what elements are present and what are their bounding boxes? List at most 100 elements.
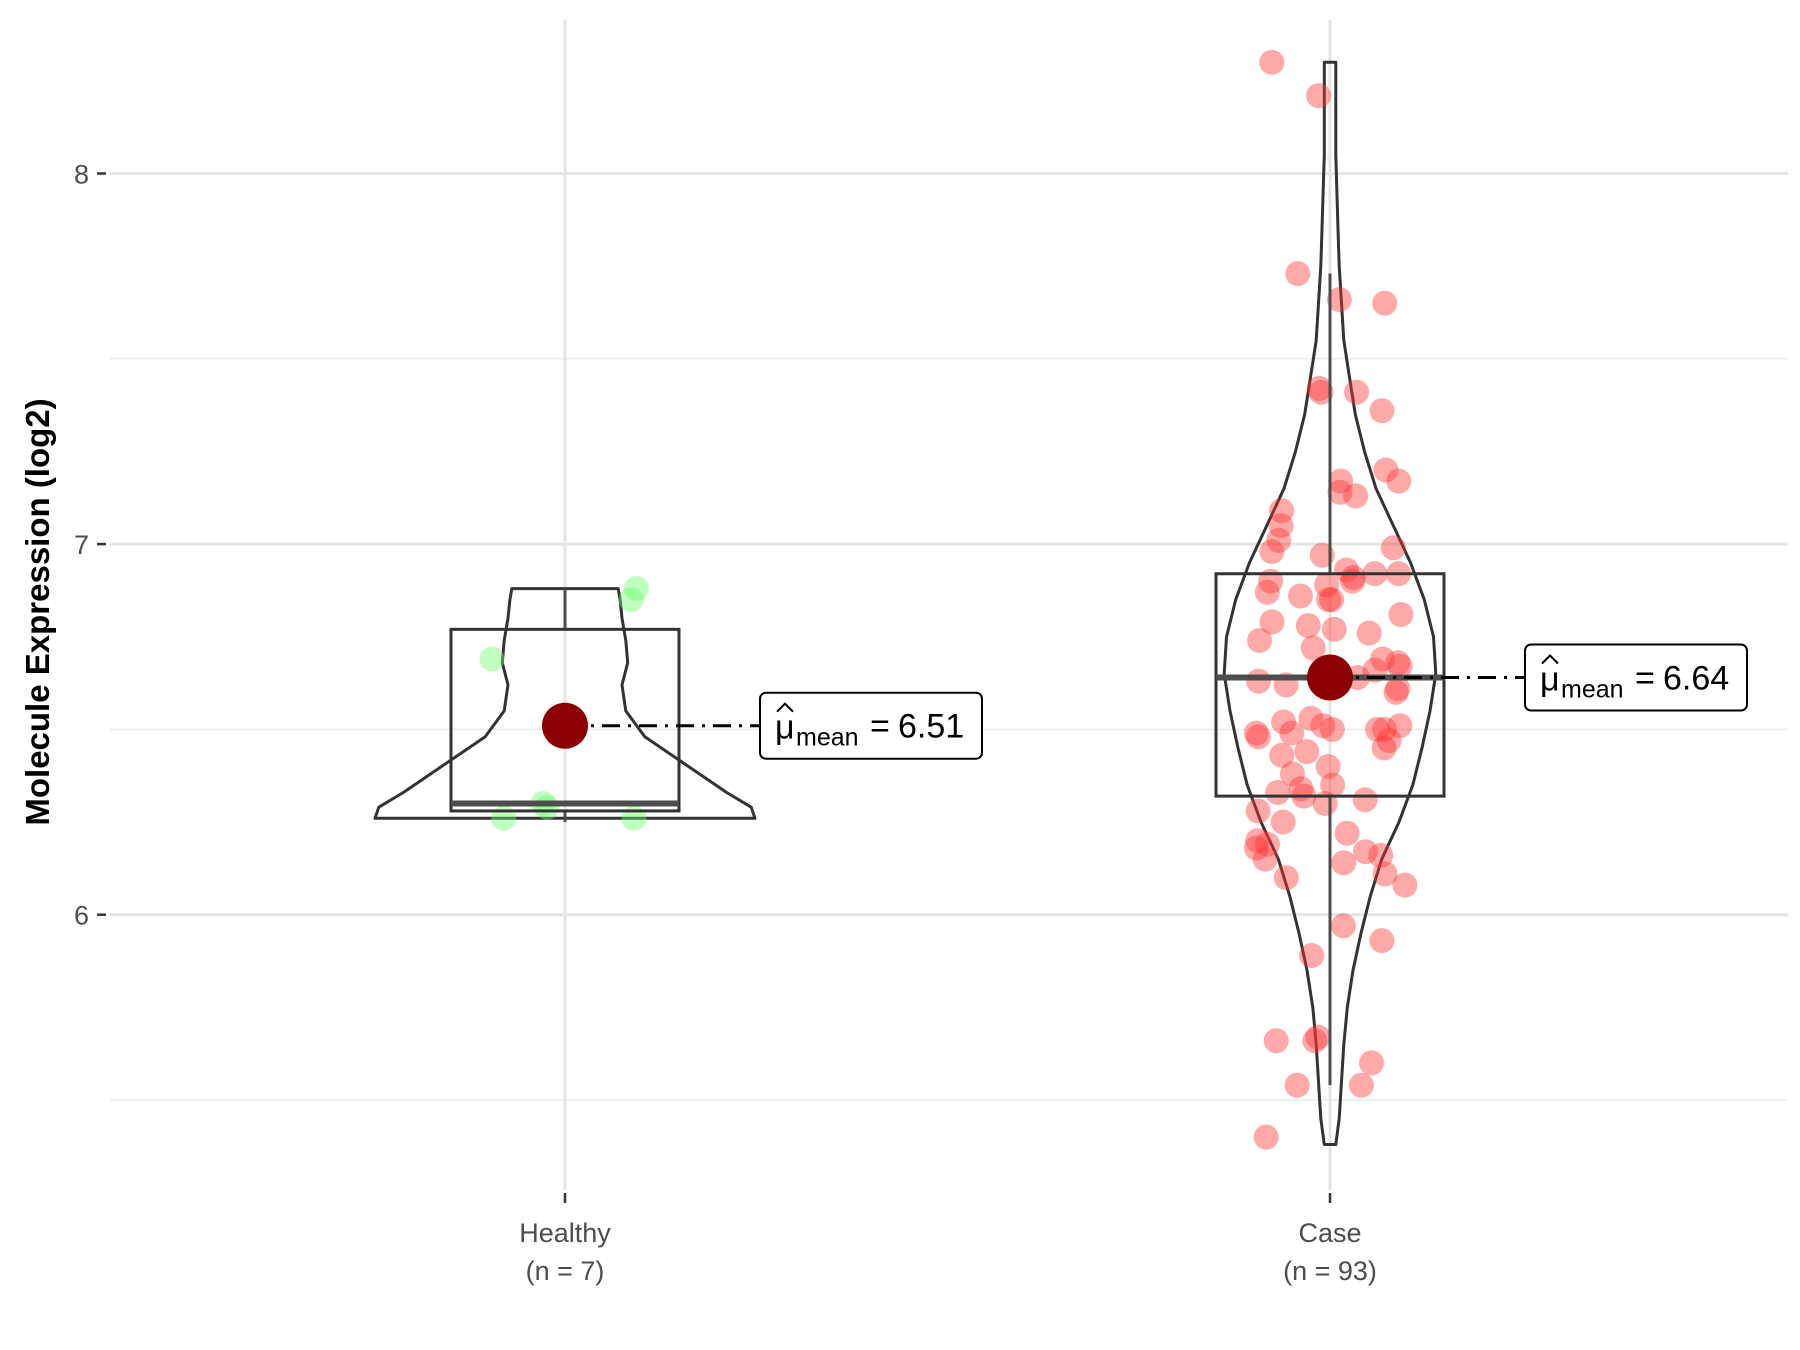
data-point: [1299, 943, 1325, 968]
data-point: [1344, 379, 1370, 405]
data-point: [1334, 557, 1359, 583]
data-point: [1376, 728, 1402, 753]
data-point: [1266, 527, 1292, 553]
data-point: [1334, 820, 1360, 846]
data-point: [618, 587, 644, 613]
data-point: [1365, 716, 1390, 742]
mean-label-box: [1524, 643, 1748, 712]
mean-label: μ mean = 6.64: [1524, 643, 1748, 712]
grid-lines: [110, 20, 1788, 1190]
data-point: [1252, 846, 1278, 872]
data-point: [1270, 809, 1296, 835]
data-point: [1309, 542, 1335, 568]
data-point: [1284, 1072, 1310, 1098]
data-point: [1368, 842, 1394, 868]
data-point: [1359, 1050, 1384, 1076]
data-point: [1294, 739, 1320, 765]
data-point: [1263, 1028, 1289, 1054]
mean-subscript: mean: [1561, 676, 1624, 704]
data-point: [1306, 375, 1332, 401]
data-point: [1330, 913, 1356, 939]
data-point: [1259, 49, 1285, 75]
data-point: [1302, 1028, 1328, 1054]
hat-icon: [776, 702, 794, 713]
data-point: [1285, 261, 1311, 287]
data-point: [623, 576, 649, 602]
data-point: [1327, 479, 1353, 505]
data-point: [1269, 742, 1295, 768]
data-point: [1245, 828, 1271, 854]
data-point: [1372, 290, 1398, 316]
mean-point: [1307, 654, 1353, 701]
data-point: [1246, 668, 1272, 694]
mean-point: [542, 702, 588, 749]
data-point: [1259, 609, 1285, 635]
data-point: [1343, 483, 1369, 509]
data-point: [1320, 772, 1346, 798]
data-point: [1268, 513, 1294, 539]
data-point: [1319, 587, 1345, 613]
mean-label: μ mean = 6.51: [759, 691, 983, 760]
mean-value: 6.51: [898, 708, 964, 746]
data-point: [1372, 716, 1398, 742]
data-point: [1243, 720, 1269, 746]
data-point: [1352, 787, 1378, 813]
data-point: [1373, 457, 1399, 483]
mean-label-box: [759, 691, 983, 760]
box-case: [1214, 572, 1446, 798]
data-point: [1372, 861, 1398, 887]
data-point: [1314, 572, 1340, 598]
y-tick-label: 6: [74, 901, 89, 931]
mean-value: 6.64: [1663, 660, 1729, 698]
data-point: [1255, 831, 1280, 857]
violin-case: [1222, 60, 1438, 1146]
data-point: [1385, 676, 1411, 702]
data-point: [1387, 653, 1413, 679]
data-point: [1348, 1072, 1374, 1098]
data-point: [1298, 705, 1324, 731]
box-healthy: [449, 627, 681, 813]
data-point: [1369, 398, 1395, 424]
y-tick-label: 7: [74, 530, 89, 560]
violin-healthy: [373, 587, 757, 820]
means-layer: μ mean = 6.51μ mean = 6.64: [542, 643, 1748, 760]
data-point: [1321, 616, 1347, 642]
y-tick-label: 8: [74, 160, 89, 190]
data-point: [1315, 754, 1341, 779]
data-point: [1271, 709, 1297, 735]
data-point: [1319, 716, 1345, 742]
mean-equals: =: [1635, 660, 1655, 698]
data-point: [1269, 498, 1295, 524]
data-point: [479, 646, 505, 672]
data-point: [1308, 379, 1334, 405]
data-point: [1370, 646, 1396, 672]
data-point: [1310, 713, 1336, 739]
data-point: [1387, 713, 1413, 739]
data-point: [1331, 850, 1357, 876]
data-point: [1300, 635, 1326, 661]
x-tick-label: Healthy: [519, 1218, 611, 1248]
data-point: [1385, 650, 1411, 676]
data-point: [1254, 579, 1280, 605]
data-point: [1356, 620, 1382, 646]
violins-layer: [373, 60, 1438, 1146]
data-point: [1369, 928, 1395, 954]
points-layer: [479, 49, 1418, 1150]
data-point: [1259, 539, 1285, 564]
data-point: [1273, 865, 1299, 891]
data-point: [1265, 779, 1291, 805]
boxes-layer: [449, 273, 1446, 1086]
data-point: [1306, 83, 1332, 109]
data-point: [1243, 835, 1269, 861]
mean-symbol: μ: [1540, 661, 1560, 699]
data-point: [1326, 287, 1352, 312]
data-point: [1353, 839, 1378, 865]
data-point: [1247, 628, 1272, 653]
hat-icon: [1541, 654, 1559, 665]
data-point: [1279, 720, 1305, 746]
mean-equals: =: [870, 708, 890, 746]
x-tick-count: (n = 7): [526, 1256, 605, 1286]
axes-layer: 6 7 8 Healthy (n = 7) Case (n = 93): [74, 160, 1377, 1287]
data-point: [1305, 1024, 1331, 1050]
